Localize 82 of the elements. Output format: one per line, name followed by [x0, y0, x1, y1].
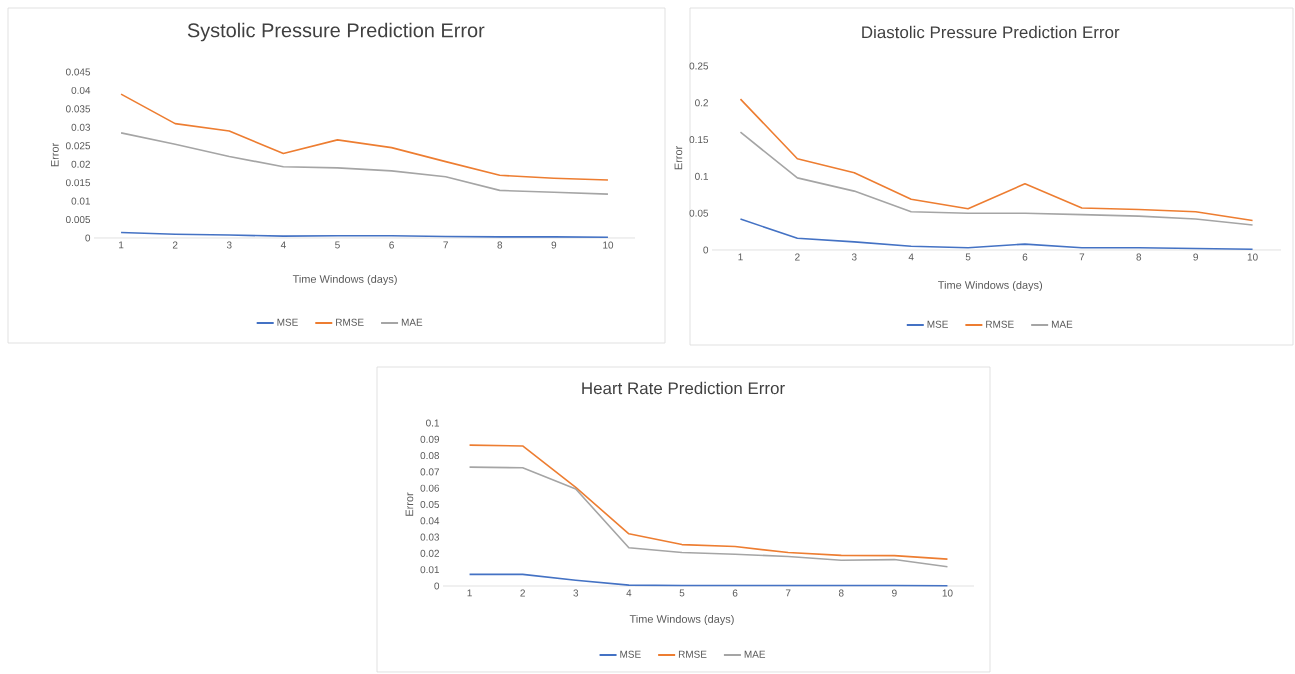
- y-tick-label: 0.03: [71, 123, 91, 131]
- x-tick-label: 2: [795, 253, 800, 261]
- x-tick-label: 1: [119, 241, 124, 249]
- chart-title: Diastolic Pressure Prediction Error: [862, 25, 1120, 39]
- y-tick-label: 0: [434, 582, 440, 590]
- line-series: [739, 98, 1254, 222]
- legend-label: MSE: [277, 318, 298, 326]
- line-series: [120, 93, 609, 181]
- y-tick-label: 0.04: [71, 86, 91, 94]
- y-tick-label: 0.03: [420, 533, 440, 541]
- y-tick-label: 0.045: [65, 68, 91, 76]
- y-tick-label: 0.1: [426, 419, 440, 427]
- x-tick-label: 4: [626, 589, 632, 597]
- x-axis-title: Time Windows (days): [629, 614, 734, 626]
- y-tick-label: 0.02: [420, 549, 439, 557]
- y-tick-label: 0.09: [420, 435, 440, 443]
- x-tick-label: 1: [467, 589, 472, 597]
- x-tick-label: 4: [908, 253, 914, 261]
- x-tick-label: 2: [520, 589, 525, 597]
- x-tick-label: 4: [280, 241, 286, 249]
- x-axis-title: Time Windows (days): [938, 280, 1043, 292]
- y-tick-label: 0.15: [689, 136, 709, 144]
- x-tick-label: 6: [1022, 253, 1028, 261]
- x-tick-label: 7: [443, 241, 448, 249]
- x-tick-label: 5: [335, 241, 340, 249]
- y-tick-label: 0.02: [71, 160, 90, 168]
- x-tick-label: 2: [172, 241, 178, 249]
- y-tick-label: 0.1: [695, 172, 709, 180]
- x-tick-label: 6: [389, 241, 394, 249]
- chart-title: Systolic Pressure Prediction Error: [187, 22, 485, 42]
- y-tick-label: 0: [703, 246, 709, 254]
- y-tick-label: 0.06: [420, 484, 440, 492]
- y-tick-label: 0.025: [65, 142, 91, 150]
- y-tick-label: 0.2: [695, 99, 708, 107]
- line-series: [468, 444, 949, 560]
- line-series: [468, 466, 949, 568]
- x-tick-label: 3: [851, 253, 857, 261]
- y-tick-label: 0: [85, 234, 91, 242]
- x-tick-label: 9: [1193, 253, 1198, 261]
- legend-label: MSE: [620, 650, 641, 658]
- legend-label: MAE: [744, 650, 766, 658]
- x-tick-label: 1: [738, 253, 743, 261]
- y-tick-label: 0.07: [420, 468, 439, 476]
- y-tick-label: 0.01: [71, 197, 91, 205]
- y-tick-label: 0.04: [420, 517, 440, 525]
- y-axis-title: Error: [674, 145, 683, 170]
- x-tick-label: 5: [965, 253, 971, 261]
- chart-title: Heart Rate Prediction Error: [582, 381, 785, 395]
- x-tick-label: 9: [892, 589, 897, 597]
- y-tick-label: 0.05: [420, 500, 440, 509]
- y-tick-label: 0.25: [689, 62, 709, 70]
- x-tick-label: 10: [1247, 253, 1258, 261]
- x-tick-label: 10: [603, 241, 614, 249]
- x-tick-label: 9: [551, 241, 557, 249]
- x-axis-title: Time Windows (days): [292, 274, 397, 286]
- x-tick-label: 7: [1079, 253, 1085, 261]
- line-series: [739, 131, 1254, 226]
- y-tick-label: 0.01: [420, 566, 440, 574]
- x-tick-label: 10: [942, 589, 953, 597]
- legend-label: RMSE: [336, 318, 364, 326]
- x-tick-label: 7: [785, 589, 791, 597]
- legend-label: MAE: [401, 318, 423, 326]
- legend-label: RMSE: [678, 650, 707, 658]
- y-axis-title: Error: [51, 142, 59, 167]
- legend-label: MAE: [1051, 320, 1073, 328]
- x-tick-label: 3: [573, 589, 579, 597]
- line-series: [739, 218, 1254, 251]
- y-axis-title: Error: [405, 492, 414, 516]
- x-tick-label: 8: [497, 241, 503, 249]
- legend-label: MSE: [927, 320, 948, 328]
- x-tick-label: 6: [732, 589, 738, 597]
- line-series: [120, 132, 609, 195]
- x-tick-label: 5: [679, 589, 685, 597]
- x-tick-label: 3: [226, 241, 232, 249]
- y-tick-label: 0.05: [689, 209, 709, 217]
- y-tick-label: 0.035: [65, 105, 91, 113]
- x-tick-label: 8: [1136, 253, 1142, 261]
- y-tick-label: 0.08: [420, 452, 440, 460]
- legend-label: RMSE: [986, 320, 1014, 328]
- y-tick-label: 0.015: [65, 179, 91, 187]
- x-tick-label: 8: [838, 589, 844, 597]
- y-tick-label: 0.005: [65, 216, 91, 224]
